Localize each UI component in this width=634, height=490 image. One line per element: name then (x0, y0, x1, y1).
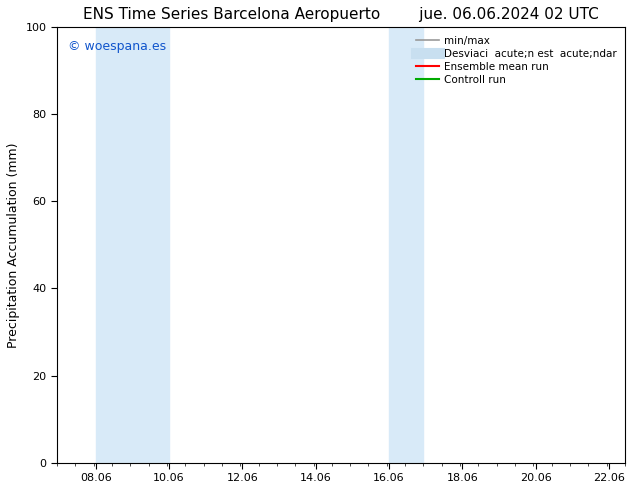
Bar (389, 27, 424, 463)
Title: ENS Time Series Barcelona Aeropuerto        jue. 06.06.2024 02 UTC: ENS Time Series Barcelona Aeropuerto jue… (83, 7, 599, 22)
Bar (96, 27, 169, 463)
Y-axis label: Precipitation Accumulation (mm): Precipitation Accumulation (mm) (7, 142, 20, 348)
Text: © woespana.es: © woespana.es (68, 40, 166, 53)
Legend: min/max, Desviaci  acute;n est  acute;ndar, Ensemble mean run, Controll run: min/max, Desviaci acute;n est acute;ndar… (413, 32, 620, 88)
